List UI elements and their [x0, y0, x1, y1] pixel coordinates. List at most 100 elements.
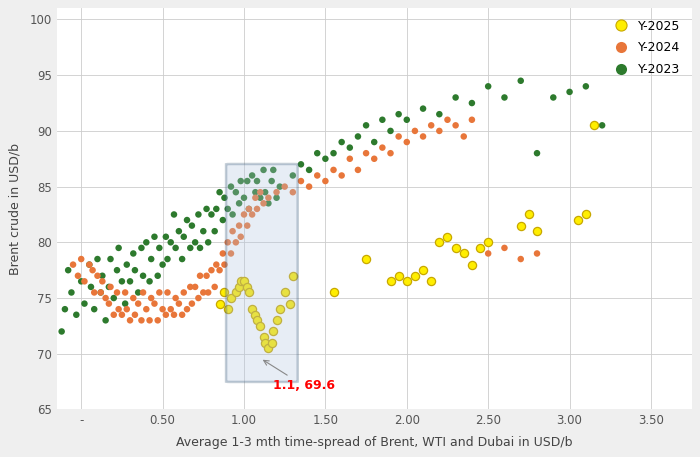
Point — [209, 283, 220, 291]
Point — [219, 261, 230, 268]
Point — [279, 183, 290, 190]
Point — [267, 328, 279, 335]
Point — [466, 116, 477, 123]
Point — [466, 261, 477, 268]
Point — [230, 289, 241, 296]
Point — [193, 211, 204, 218]
Point — [234, 283, 245, 291]
Point — [515, 77, 526, 85]
Point — [154, 289, 165, 296]
Point — [251, 205, 262, 213]
Point — [116, 311, 127, 319]
Point — [499, 94, 510, 101]
Point — [239, 194, 250, 202]
Y-axis label: Brent crude in USD/b: Brent crude in USD/b — [8, 143, 21, 275]
Point — [219, 194, 230, 202]
Point — [417, 105, 428, 112]
Point — [515, 222, 526, 229]
Point — [255, 189, 266, 196]
Point — [385, 278, 396, 285]
Point — [97, 278, 108, 285]
Point — [149, 233, 160, 240]
Point — [160, 311, 172, 319]
Point — [410, 272, 421, 279]
Point — [165, 306, 176, 313]
Point — [190, 239, 201, 246]
Point — [201, 205, 212, 213]
Point — [235, 278, 246, 285]
Point — [160, 233, 172, 240]
Point — [295, 161, 307, 168]
Point — [328, 289, 339, 296]
Point — [466, 99, 477, 106]
Point — [95, 289, 106, 296]
Point — [227, 228, 238, 235]
Point — [320, 177, 331, 185]
Point — [393, 111, 404, 118]
Point — [385, 127, 396, 134]
Point — [111, 266, 122, 274]
Point — [524, 211, 535, 218]
Point — [241, 283, 253, 291]
Point — [162, 255, 173, 263]
Point — [458, 250, 470, 257]
Point — [219, 289, 230, 296]
Point — [295, 177, 307, 185]
Point — [174, 300, 185, 307]
Point — [246, 306, 258, 313]
Point — [60, 306, 71, 313]
Point — [137, 272, 148, 279]
Point — [181, 217, 193, 224]
Point — [222, 239, 233, 246]
Point — [186, 300, 197, 307]
Point — [434, 127, 445, 134]
Point — [393, 272, 404, 279]
Point — [262, 345, 274, 352]
Point — [344, 144, 356, 151]
Point — [72, 272, 83, 279]
Point — [360, 122, 372, 129]
Point — [113, 306, 124, 313]
Point — [352, 166, 363, 174]
Point — [169, 311, 180, 319]
Point — [434, 239, 445, 246]
Point — [547, 94, 559, 101]
Point — [130, 266, 141, 274]
Point — [564, 88, 575, 96]
Point — [262, 194, 274, 202]
Point — [450, 94, 461, 101]
Point — [227, 211, 238, 218]
Point — [92, 255, 103, 263]
Point — [401, 138, 412, 146]
Legend: Y-2025, Y-2024, Y-2023: Y-2025, Y-2024, Y-2023 — [603, 15, 685, 81]
Point — [417, 133, 428, 140]
Point — [201, 272, 212, 279]
Point — [258, 334, 269, 341]
Point — [230, 189, 241, 196]
Point — [250, 311, 261, 319]
Point — [197, 228, 209, 235]
Point — [76, 255, 87, 263]
Point — [482, 83, 493, 90]
Point — [450, 122, 461, 129]
Point — [169, 211, 180, 218]
Point — [515, 255, 526, 263]
Point — [89, 289, 100, 296]
Point — [108, 294, 120, 302]
Point — [235, 233, 246, 240]
Point — [393, 133, 404, 140]
Point — [328, 149, 339, 157]
Point — [127, 294, 139, 302]
Point — [97, 272, 108, 279]
Point — [499, 244, 510, 251]
Point — [580, 211, 592, 218]
Point — [84, 261, 95, 268]
Point — [250, 189, 261, 196]
Point — [312, 172, 323, 179]
Point — [165, 239, 176, 246]
Point — [76, 278, 87, 285]
Point — [262, 200, 274, 207]
Point — [239, 278, 250, 285]
Point — [113, 244, 124, 251]
Point — [125, 278, 136, 285]
